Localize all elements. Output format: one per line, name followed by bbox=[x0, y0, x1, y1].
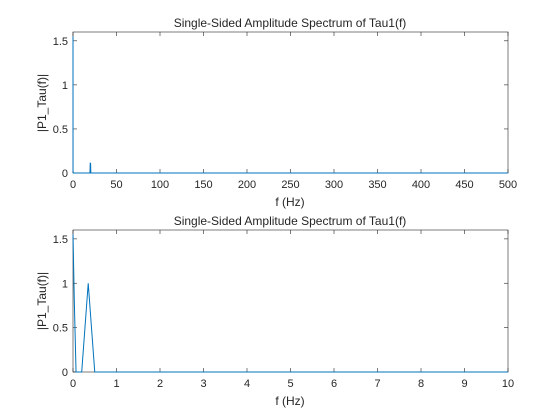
y-tick-label: 0.5 bbox=[53, 323, 68, 335]
x-tick-label: 5 bbox=[287, 378, 293, 390]
x-tick-label: 0 bbox=[70, 378, 76, 390]
x-tick-label: 10 bbox=[502, 378, 514, 390]
tick-marks bbox=[72, 32, 509, 174]
x-tick-label: 150 bbox=[194, 179, 212, 191]
x-tick-label: 3 bbox=[200, 378, 206, 390]
x-tick-label: 400 bbox=[412, 179, 430, 191]
x-tick-label: 9 bbox=[461, 378, 467, 390]
subplot-bottom: Single-Sided Amplitude Spectrum of Tau1(… bbox=[35, 214, 514, 408]
y-axis-label: |P1_Tau(f)| bbox=[35, 74, 49, 132]
x-tick-label: 100 bbox=[151, 179, 169, 191]
x-tick-label: 1 bbox=[113, 378, 119, 390]
y-tick-label: 0 bbox=[62, 367, 68, 379]
chart-title: Single-Sided Amplitude Spectrum of Tau1(… bbox=[174, 16, 407, 30]
series-line bbox=[72, 36, 508, 174]
y-tick-label: 0.5 bbox=[53, 124, 68, 136]
y-tick-label: 0 bbox=[62, 168, 68, 180]
x-tick-label: 4 bbox=[244, 378, 250, 390]
subplot-top: Single-Sided Amplitude Spectrum of Tau1(… bbox=[35, 16, 517, 209]
x-tick-label: 7 bbox=[374, 378, 380, 390]
y-axis-label: |P1_Tau(f)| bbox=[35, 272, 49, 330]
y-tick-labels: 0 0.5 1 1.5 bbox=[53, 234, 68, 379]
y-tick-labels: 0 0.5 1 1.5 bbox=[53, 36, 68, 180]
x-tick-label: 0 bbox=[70, 179, 76, 191]
x-tick-label: 350 bbox=[368, 179, 386, 191]
x-tick-label: 2 bbox=[157, 378, 163, 390]
x-tick-label: 250 bbox=[281, 179, 299, 191]
plot-area bbox=[72, 229, 509, 373]
x-tick-labels: 0 1 2 3 4 5 6 7 8 9 10 bbox=[70, 378, 514, 390]
y-tick-label: 1.5 bbox=[53, 36, 68, 48]
x-tick-label: 6 bbox=[331, 378, 337, 390]
x-tick-label: 450 bbox=[455, 179, 473, 191]
x-tick-label: 50 bbox=[110, 179, 122, 191]
x-tick-label: 8 bbox=[418, 378, 424, 390]
x-axis-label: f (Hz) bbox=[275, 195, 304, 209]
x-axis-label: f (Hz) bbox=[275, 394, 304, 408]
x-tick-label: 200 bbox=[238, 179, 256, 191]
x-tick-labels: 0 50 100 150 200 250 300 350 400 450 500 bbox=[70, 179, 517, 191]
x-tick-label: 300 bbox=[325, 179, 343, 191]
x-tick-label: 500 bbox=[499, 179, 517, 191]
y-tick-label: 1 bbox=[62, 80, 68, 92]
chart-title: Single-Sided Amplitude Spectrum of Tau1(… bbox=[174, 214, 407, 228]
y-tick-label: 1.5 bbox=[53, 234, 68, 246]
y-tick-label: 1 bbox=[62, 278, 68, 290]
series-line bbox=[72, 234, 508, 373]
plot-area bbox=[72, 31, 509, 174]
